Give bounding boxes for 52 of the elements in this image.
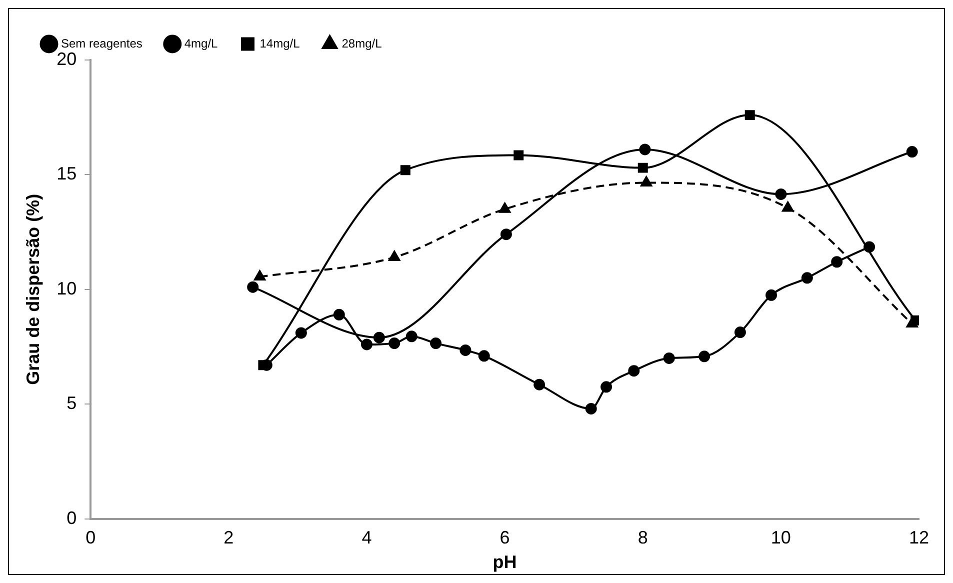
point [373, 332, 385, 344]
point [782, 201, 794, 212]
x-tick-label: 2 [224, 528, 234, 548]
point [831, 256, 843, 268]
y-axis-title: Grau de dispersão (%) [22, 194, 43, 385]
point [333, 308, 345, 320]
point [906, 317, 918, 328]
point [534, 378, 546, 390]
y-tick-label: 10 [56, 278, 77, 298]
point [498, 202, 511, 213]
x-tick-label: 8 [638, 528, 648, 548]
point [430, 338, 442, 350]
y-tick-label: 0 [66, 508, 77, 528]
point [388, 250, 400, 262]
point [361, 338, 372, 350]
point [406, 330, 418, 342]
point [639, 144, 651, 156]
point [600, 381, 612, 393]
legend-label: 4mg/L [184, 36, 218, 50]
x-tick-label: 0 [86, 528, 96, 548]
point [766, 289, 778, 301]
point [906, 146, 918, 158]
point [628, 365, 640, 377]
point [460, 344, 472, 356]
x-tick-label: 10 [770, 528, 791, 548]
point [744, 110, 755, 120]
point [295, 327, 307, 339]
y-tick-label: 5 [66, 393, 77, 414]
point [400, 165, 410, 176]
legend-label: 28mg/L [342, 36, 382, 50]
point [734, 326, 746, 338]
point [663, 352, 675, 364]
point [254, 270, 266, 281]
point [775, 188, 787, 200]
point [640, 176, 652, 186]
point [478, 350, 490, 362]
point [514, 150, 524, 160]
point [500, 228, 512, 240]
legend-label: Sem reagentes [61, 36, 142, 50]
point [801, 272, 813, 284]
point [638, 162, 648, 173]
y-tick-label: 15 [56, 164, 77, 184]
x-tick-label: 6 [500, 528, 510, 548]
point [585, 402, 597, 414]
point [247, 281, 259, 293]
x-tick-label: 4 [362, 528, 372, 548]
point [388, 338, 400, 350]
x-axis-title: pH [492, 552, 517, 572]
point [698, 350, 710, 362]
x-tick-label: 12 [908, 528, 930, 548]
y-tick-label: 20 [56, 48, 77, 69]
legend-label: 14mg/L [260, 36, 300, 50]
